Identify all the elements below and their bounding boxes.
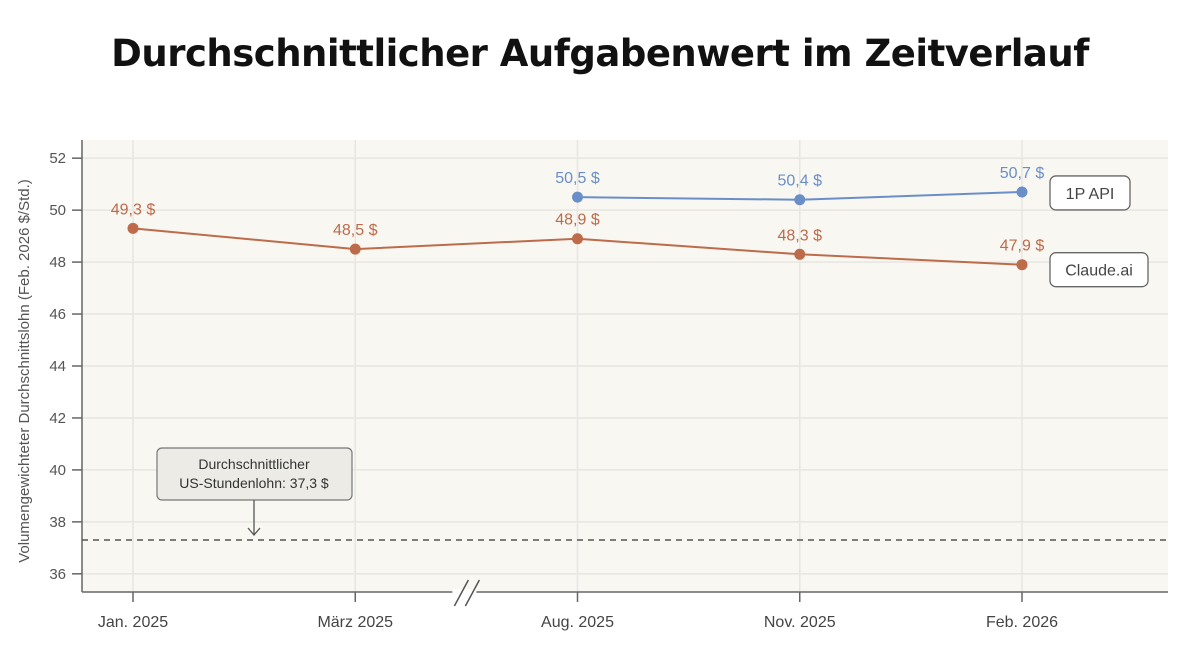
x-tick-label: Feb. 2026 [986,614,1058,631]
data-point [349,243,361,255]
data-label: 50,5 $ [555,170,600,187]
axis-break-gap [452,589,477,595]
data-point [794,248,806,260]
x-tick-label: Nov. 2025 [764,614,836,631]
axis-break-mark [453,579,470,607]
legend-box [1049,175,1131,211]
y-tick-label: 44 [49,358,66,375]
data-point [572,191,583,203]
data-point [127,222,139,234]
reference-annotation-text: Durchschnittlicher [198,456,310,472]
reference-arrow-head [247,527,261,536]
data-point [794,194,806,206]
y-tick-label: 50 [49,202,66,219]
y-tick-label: 36 [49,566,66,583]
chart-title: Durchschnittlicher Aufgabenwert im Zeitv… [111,32,1089,75]
x-tick-label: März 2025 [317,614,393,631]
legend-box [1049,252,1149,288]
data-label: 48,9 $ [555,212,600,229]
reference-annotation-text: US-Stundenlohn: 37,3 $ [179,475,329,491]
x-tick-label: Aug. 2025 [541,614,614,631]
data-label: 49,3 $ [111,201,156,218]
data-label: 50,7 $ [1000,165,1045,182]
y-tick-label: 42 [49,410,66,427]
axis-break-mark [464,579,481,607]
y-tick-label: 52 [49,150,66,167]
data-label: 50,4 $ [778,173,823,190]
y-tick-label: 48 [49,254,66,271]
legend-label: Claude.ai [1065,263,1133,280]
data-point [1016,186,1028,198]
y-tick-label: 46 [49,306,66,323]
data-label: 48,5 $ [333,222,378,239]
data-point [572,233,583,245]
data-point [1016,259,1028,271]
legend-label: 1P API [1066,186,1115,203]
y-axis-label: Volumengewichteter Durchschnittslohn (Fe… [16,179,33,563]
x-tick-label: Jan. 2025 [98,614,168,631]
data-label: 47,9 $ [1000,238,1045,255]
y-tick-label: 38 [49,514,66,531]
data-label: 48,3 $ [778,227,823,244]
y-tick-label: 40 [49,462,66,479]
